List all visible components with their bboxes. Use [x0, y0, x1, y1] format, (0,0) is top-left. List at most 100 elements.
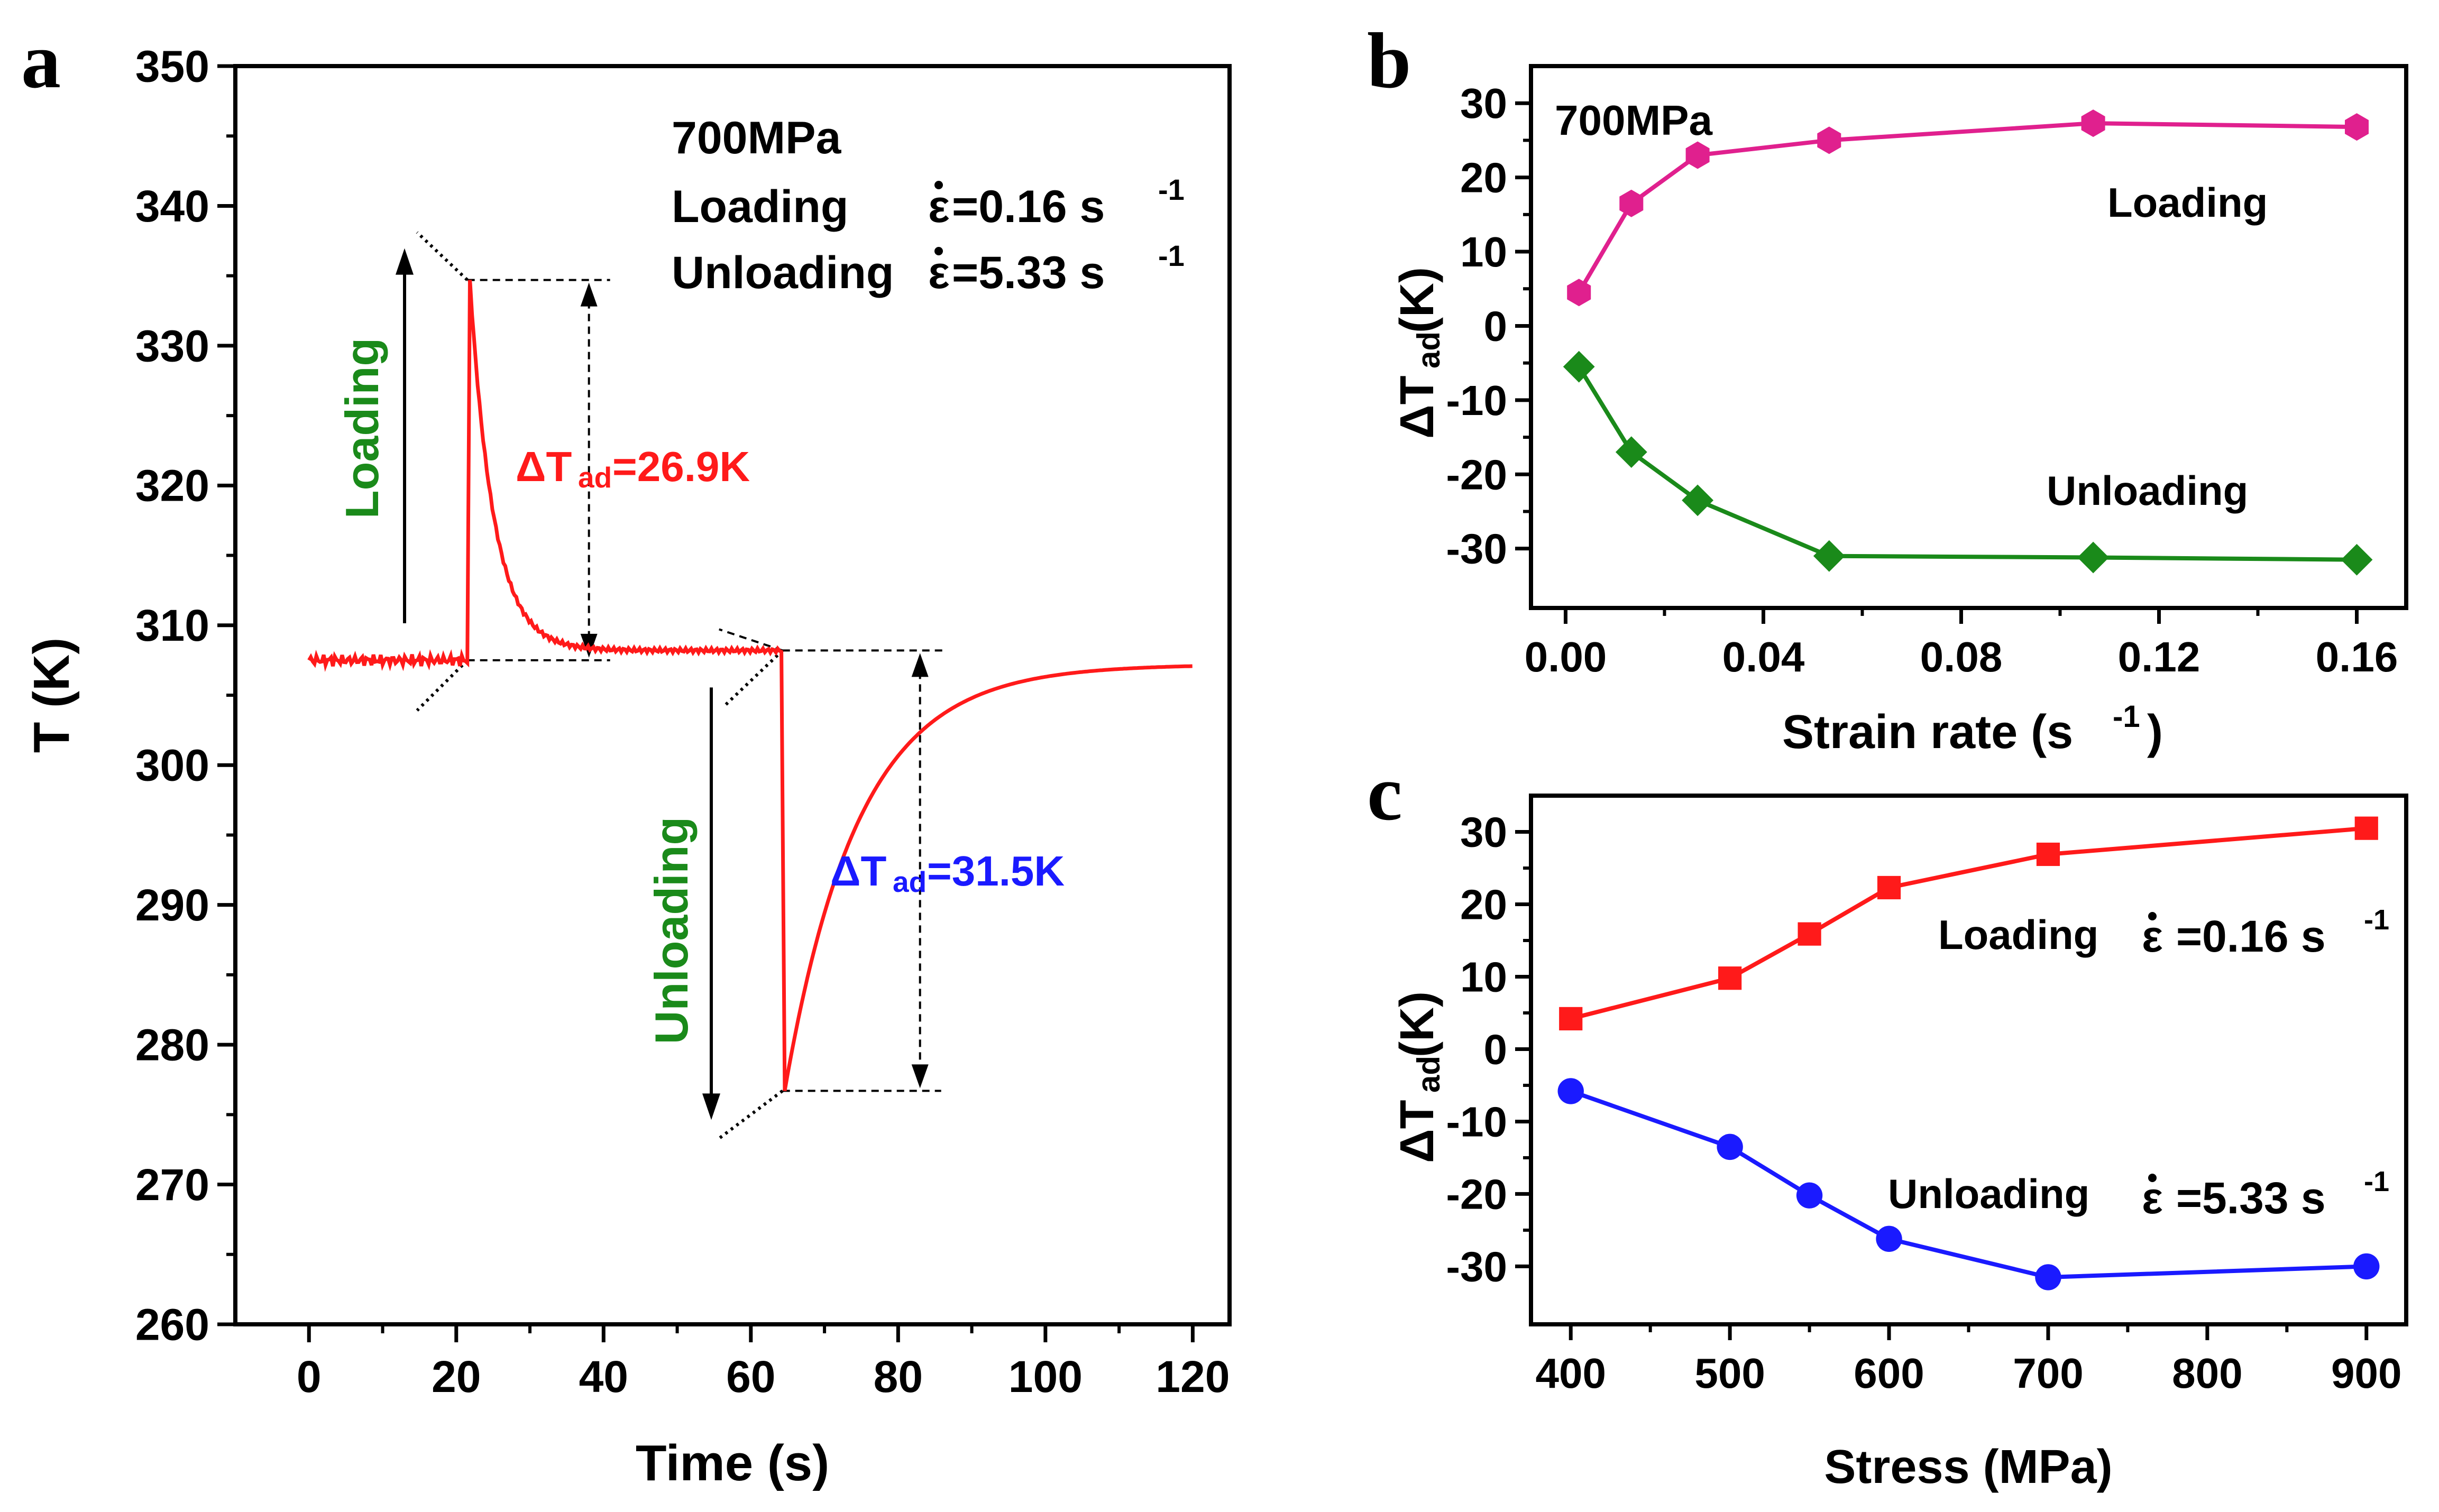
data-point-circle — [1717, 1133, 1743, 1160]
delta-prefix: ΔT — [516, 443, 572, 490]
rate-value: =5.33 s — [2176, 1173, 2326, 1223]
epsilon-symbol: ε — [928, 181, 950, 232]
dot-accent — [934, 247, 943, 255]
x-tick-label: 40 — [579, 1352, 628, 1402]
y-tick-label: 10 — [1460, 228, 1507, 275]
y-tick-label: 330 — [135, 321, 209, 371]
data-point-circle — [2035, 1264, 2061, 1290]
panel-a: 0 20 40 60 80 100 120 260 270 280 290 300 310 320 330 3… — [23, 41, 1232, 1491]
x-tick-label: 500 — [1694, 1350, 1765, 1397]
y-axis-label-text: ΔT — [1391, 375, 1444, 439]
data-point-hexagon — [2345, 113, 2369, 141]
data-point-diamond — [2077, 541, 2110, 574]
x-tick-label: 900 — [2331, 1350, 2401, 1397]
panel-a-loading-delta-label: ΔT ad =26.9K — [516, 443, 750, 494]
x-tick-label: 0 — [297, 1352, 322, 1402]
panel-b-x-axis-label: Strain rate (s -1 ) — [1782, 699, 2163, 759]
x-tick-label: 0.04 — [1722, 633, 1805, 680]
y-tick-label: 0 — [1484, 1026, 1508, 1073]
tangent-dotted-line — [723, 649, 784, 707]
data-point-hexagon — [1567, 279, 1591, 307]
series-line — [1570, 826, 2367, 1021]
panel-c-ticks: 400 500 600 700 800 900 -30 -20 -10 0 10 20 30 — [1446, 808, 2401, 1397]
panel-label-c: c — [1367, 749, 1402, 837]
y-axis-label-unit: (K) — [1391, 267, 1444, 333]
panel-b-y-axis-label: ΔT ad (K) — [1391, 267, 1446, 439]
series-line — [1570, 1089, 2367, 1280]
data-point-circle — [1876, 1225, 1902, 1252]
panel-a-unloading-note: Unloading — [672, 247, 894, 298]
panel-b-unloading-label: Unloading — [2047, 467, 2248, 514]
arrow-head — [702, 1093, 720, 1120]
panel-c-unloading-rate: ε =5.33 s -1 — [2142, 1166, 2389, 1223]
x-axis-label-exponent: -1 — [2113, 699, 2140, 734]
y-tick-label: -30 — [1446, 1243, 1507, 1290]
panel-a-x-axis-label: Time (s) — [636, 1435, 829, 1491]
x-axis-label-text: Strain rate (s — [1782, 706, 2073, 759]
panel-a-unloading-arrow-label: Unloading — [645, 817, 698, 1044]
x-tick-label: 600 — [1854, 1350, 1924, 1397]
x-tick-label: 800 — [2172, 1350, 2242, 1397]
delta-subscript: ad — [893, 865, 927, 898]
x-tick-label: 700 — [2013, 1350, 2083, 1397]
panel-c-unloading-label: Unloading — [1888, 1170, 2089, 1217]
data-point-hexagon — [1685, 141, 1710, 169]
tangent-dotted-line — [416, 659, 469, 712]
panel-b-stress-note: 700MPa — [1555, 97, 1712, 144]
arrow-head — [911, 1064, 929, 1089]
panel-a-ticks: 0 20 40 60 80 100 120 260 270 280 290 300 310 320 330 3… — [135, 41, 1230, 1402]
delta-value: =31.5K — [927, 847, 1065, 895]
x-tick-label: 400 — [1535, 1350, 1606, 1397]
panel-a-loading-arrow-label: Loading — [336, 338, 388, 519]
x-axis-label-close: ) — [2147, 706, 2163, 759]
rate-value: =0.16 s — [2176, 911, 2326, 961]
y-tick-label: -20 — [1446, 451, 1507, 498]
rate-value: =0.16 s — [952, 181, 1105, 232]
y-axis-label-subscript: ad — [1411, 1056, 1446, 1093]
rate-exponent: -1 — [1158, 239, 1185, 272]
y-axis-label-text: ΔT — [1391, 1100, 1444, 1163]
y-tick-label: 350 — [135, 41, 209, 91]
plateau-dashed-line — [719, 628, 783, 652]
data-point-diamond — [1563, 351, 1595, 383]
epsilon-symbol: ε — [928, 247, 950, 298]
data-point-circle — [2353, 1253, 2380, 1280]
dot-accent — [2148, 912, 2157, 920]
rate-exponent: -1 — [2364, 904, 2389, 936]
arrow-head — [911, 653, 929, 677]
tangent-dotted-line — [416, 231, 469, 281]
series-unloading — [1557, 1078, 2380, 1290]
y-axis-label-subscript: ad — [1411, 331, 1446, 368]
y-tick-label: 30 — [1460, 80, 1507, 127]
x-tick-label: 0.00 — [1525, 633, 1607, 680]
x-tick-label: 0.16 — [2316, 633, 2398, 680]
data-point-hexagon — [1817, 126, 1841, 154]
rate-value: =5.33 s — [952, 247, 1105, 298]
x-tick-label: 80 — [874, 1352, 923, 1402]
series-loading — [1559, 816, 2378, 1031]
x-tick-label: 120 — [1156, 1352, 1230, 1402]
x-tick-label: 100 — [1008, 1352, 1083, 1402]
series-loading — [1567, 109, 2369, 307]
data-point-diamond — [1682, 484, 1714, 517]
rate-exponent: -1 — [2364, 1166, 2389, 1197]
y-tick-label: 300 — [135, 741, 209, 790]
panel-a-temperature-curve — [307, 280, 1193, 1092]
arrow-head — [396, 248, 414, 275]
data-point-diamond — [1615, 436, 1647, 468]
panel-a-loading-rate: ε =0.16 s -1 — [928, 173, 1185, 232]
data-point-square — [1877, 875, 1901, 900]
data-point-diamond — [2341, 543, 2373, 576]
y-tick-label: -20 — [1446, 1170, 1507, 1218]
rate-exponent: -1 — [1158, 173, 1185, 206]
panel-b-frame — [1529, 64, 2408, 610]
tangent-dotted-line — [718, 1089, 784, 1140]
series-line — [1577, 121, 2357, 294]
dot-accent — [934, 181, 943, 189]
y-tick-label: 310 — [135, 601, 209, 650]
series-unloading — [1563, 351, 2373, 576]
data-point-hexagon — [1619, 189, 1644, 217]
data-point-square — [1559, 1007, 1583, 1031]
y-tick-label: 270 — [135, 1160, 209, 1210]
delta-prefix: ΔT — [830, 847, 887, 895]
